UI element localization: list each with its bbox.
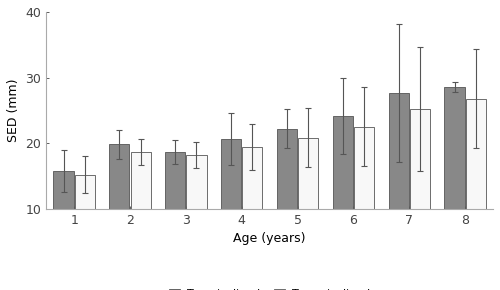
Bar bbox=[54, 171, 74, 209]
Bar bbox=[444, 87, 464, 209]
Legend: T$_{6-7}$ inclined, T$_{9-10}$ inclined: T$_{6-7}$ inclined, T$_{9-10}$ inclined bbox=[164, 283, 374, 290]
Bar bbox=[242, 147, 262, 209]
Bar bbox=[165, 152, 186, 209]
Bar bbox=[277, 129, 297, 209]
Bar bbox=[333, 116, 353, 209]
X-axis label: Age (years): Age (years) bbox=[234, 232, 306, 245]
Bar bbox=[388, 93, 408, 209]
Bar bbox=[221, 139, 241, 209]
Bar bbox=[130, 152, 150, 209]
Bar bbox=[466, 99, 486, 209]
Bar bbox=[354, 127, 374, 209]
Bar bbox=[298, 138, 318, 209]
Bar bbox=[110, 144, 130, 209]
Bar bbox=[410, 109, 430, 209]
Bar bbox=[186, 155, 206, 209]
Bar bbox=[74, 175, 95, 209]
Y-axis label: SED (mm): SED (mm) bbox=[7, 79, 20, 142]
